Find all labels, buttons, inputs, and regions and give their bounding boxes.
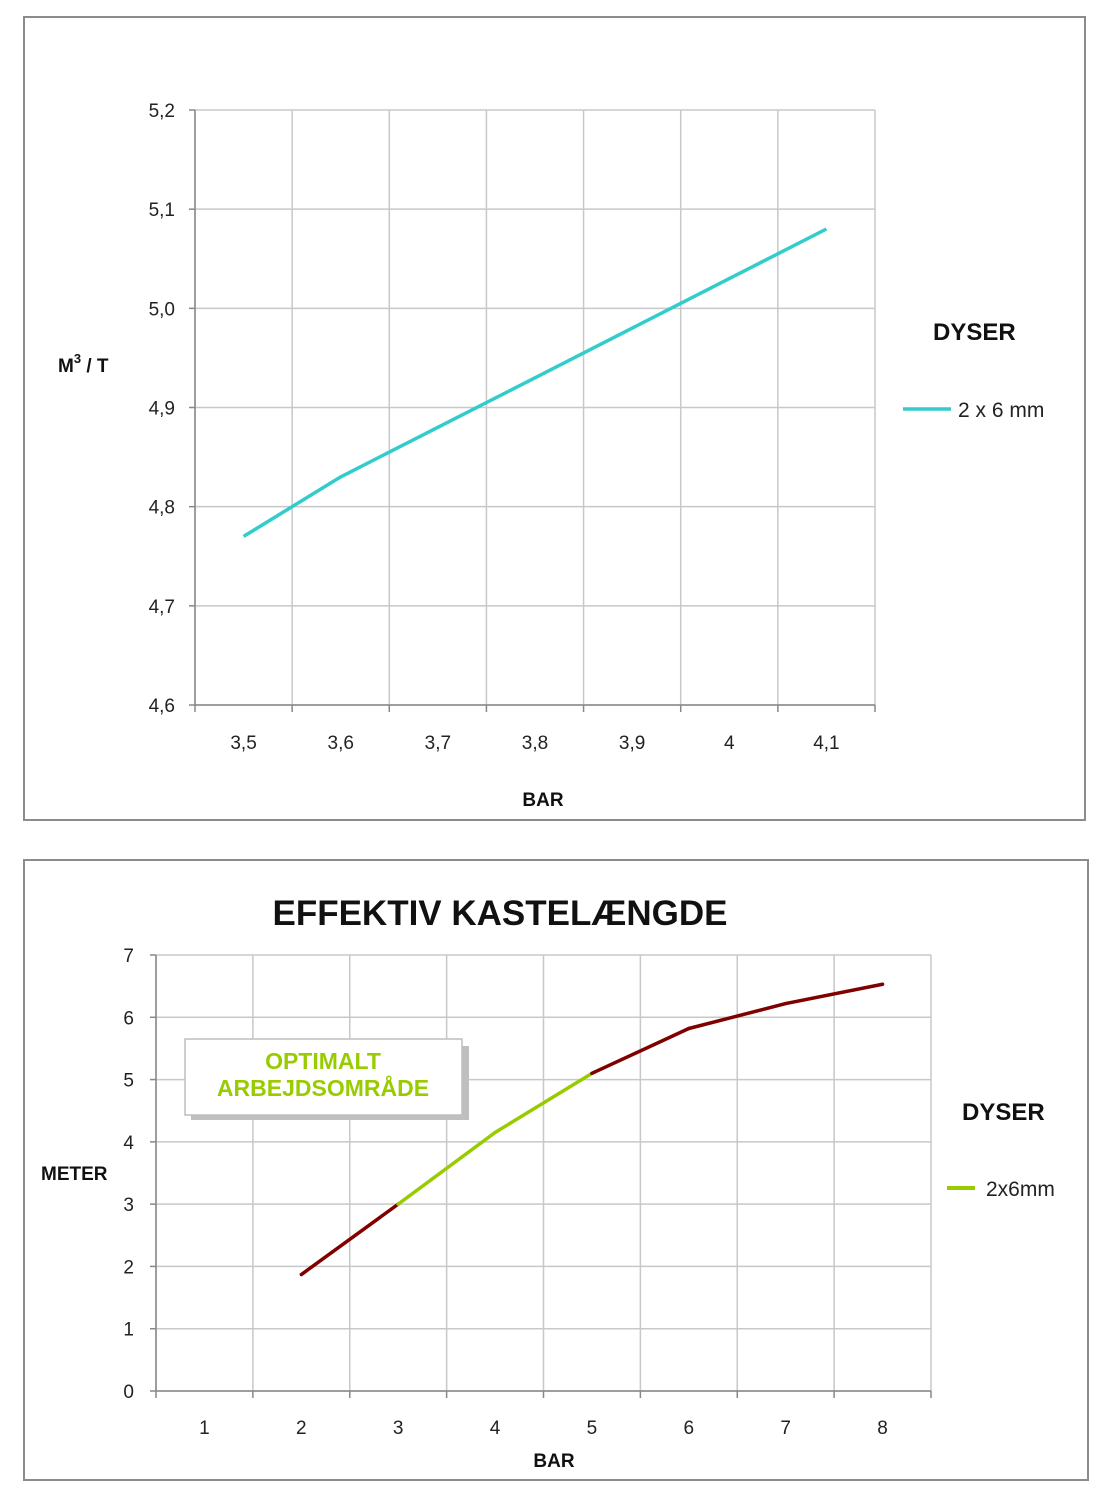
chart2-x-tick-label: 5 [587, 1418, 598, 1439]
chart1-legend-title: DYSER [933, 319, 1016, 346]
chart2-legend-title: DYSER [962, 1099, 1045, 1126]
annotation-box [184, 1038, 463, 1116]
chart2-title: EFFEKTIV KASTELÆNGDE [272, 894, 727, 933]
chart1-y-axis-title: M3 / T [58, 351, 109, 377]
chart2-y-tick-labels: 0 1 2 3 4 5 6 7 [123, 946, 134, 1403]
chart2-segment-optimal [396, 1130, 497, 1206]
chart2-segment-optimal [493, 1071, 594, 1135]
chart2-x-tick-label: 3 [393, 1418, 404, 1439]
chart1-y-tick-label: 4,8 [149, 498, 175, 519]
chart2-segment-outside [299, 1202, 400, 1277]
chart2-segment-outside [590, 1026, 691, 1076]
chart1-legend-label: 2 x 6 mm [958, 399, 1044, 422]
chart1-y-tick-label: 5,0 [149, 299, 175, 320]
chart2-axes [150, 954, 932, 1398]
chart1-x-tick-labels: 3,5 3,6 3,7 3,8 3,9 4 4,1 [230, 733, 839, 754]
chart1-x-tick-label: 3,8 [522, 733, 548, 754]
chart2-frame [23, 859, 1089, 1481]
chart2-y-tick-label: 1 [123, 1320, 134, 1341]
chart2-segment-outside [783, 982, 885, 1006]
chart2-y-axis-title: METER [41, 1164, 108, 1185]
chart1-axes [189, 109, 876, 712]
chart2-x-tick-label: 7 [780, 1418, 791, 1439]
chart2-x-tick-label: 6 [684, 1418, 695, 1439]
chart1-x-tick-label: 3,7 [425, 733, 451, 754]
chart1-x-tick-label: 3,6 [328, 733, 354, 754]
chart1-x-tick-label: 3,5 [230, 733, 256, 754]
chart2-series-segments [299, 982, 885, 1277]
chart1-y-tick-label: 4,7 [149, 597, 175, 618]
chart2-x-tick-labels: 1 2 3 4 5 6 7 8 [199, 1418, 888, 1439]
chart1-x-tick-label: 4 [724, 733, 735, 754]
chart2-x-tick-label: 2 [296, 1418, 307, 1439]
chart2-segment-outside [687, 1001, 788, 1031]
chart2-y-tick-label: 5 [123, 1071, 134, 1092]
chart2-y-tick-label: 4 [123, 1133, 134, 1154]
chart2-data-points [301, 984, 883, 1275]
chart2-y-tick-label: 7 [123, 946, 134, 967]
chart1-gridlines [194, 109, 876, 706]
chart2-legend-label: 2x6mm [986, 1178, 1055, 1201]
chart2-gridlines [155, 954, 932, 1392]
annotation-line-2: ARBEJDSOMRÅDE [217, 1074, 429, 1101]
chart2-x-tick-label: 1 [199, 1418, 210, 1439]
chart2-x-axis-title: BAR [533, 1451, 574, 1472]
chart1-frame [23, 16, 1086, 821]
chart1-data-points [243, 228, 827, 537]
chart1-x-axis-title: BAR [522, 790, 563, 811]
chart1-y-tick-labels: 4,6 4,7 4,8 4,9 5,0 5,1 5,2 [149, 101, 175, 717]
chart2-y-tick-label: 2 [123, 1257, 134, 1278]
annotation-line-1: OPTIMALT [265, 1048, 381, 1074]
chart1-x-tick-label: 4,1 [813, 733, 839, 754]
chart2-y-tick-label: 0 [123, 1382, 134, 1403]
chart2-y-tick-label: 3 [123, 1195, 134, 1216]
chart1-y-tick-label: 4,9 [149, 399, 175, 420]
chart1-x-tick-label: 3,9 [619, 733, 645, 754]
chart2-x-tick-label: 4 [490, 1418, 501, 1439]
chart1-y-tick-label: 4,6 [149, 696, 175, 717]
chart2-y-tick-label: 6 [123, 1008, 134, 1029]
chart1-y-tick-label: 5,2 [149, 101, 175, 122]
chart2-x-tick-label: 8 [877, 1418, 888, 1439]
chart1-y-tick-label: 5,1 [149, 200, 175, 221]
